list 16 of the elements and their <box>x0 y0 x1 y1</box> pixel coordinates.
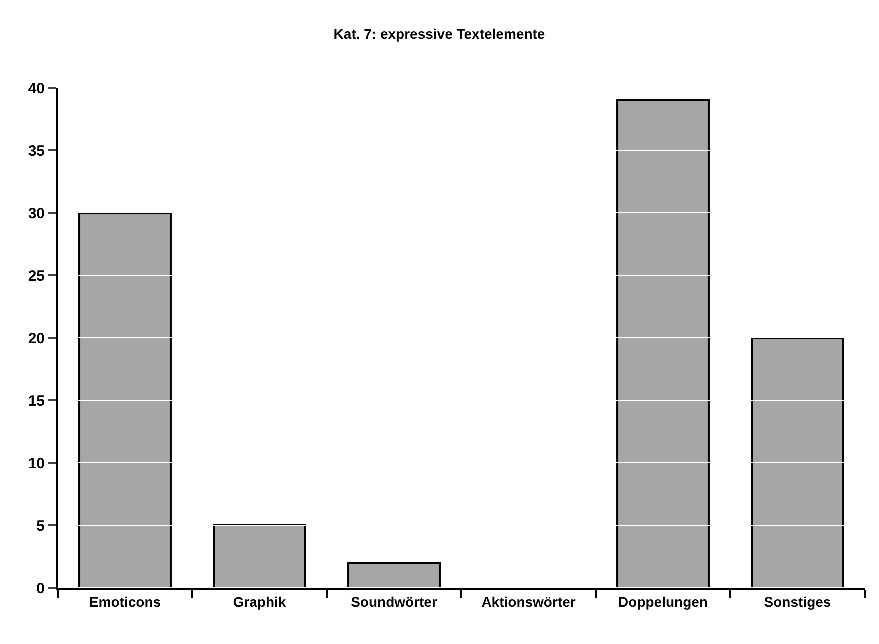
x-tick-label: Aktionswörter <box>482 594 576 610</box>
x-tick-label: Soundwörter <box>351 594 438 610</box>
y-tick-label: 40 <box>28 80 45 98</box>
y-tick-label: 35 <box>28 142 45 160</box>
x-tick-label: Emoticons <box>89 594 162 610</box>
y-tick-label: 20 <box>28 330 45 348</box>
y-tick-label: 5 <box>36 518 45 535</box>
y-tick-label: 30 <box>28 205 45 222</box>
y-tick-label: 0 <box>36 580 45 598</box>
x-tick-label: Graphik <box>233 594 286 610</box>
chart-title: Kat. 7: expressive Textelemente <box>334 26 546 42</box>
x-tick-label: Doppelungen <box>618 594 708 610</box>
x-tick-label: Sonstiges <box>764 594 832 610</box>
y-tick-label: 25 <box>28 268 45 285</box>
y-tick-label: 10 <box>28 455 45 472</box>
y-tick-label: 15 <box>28 392 45 410</box>
